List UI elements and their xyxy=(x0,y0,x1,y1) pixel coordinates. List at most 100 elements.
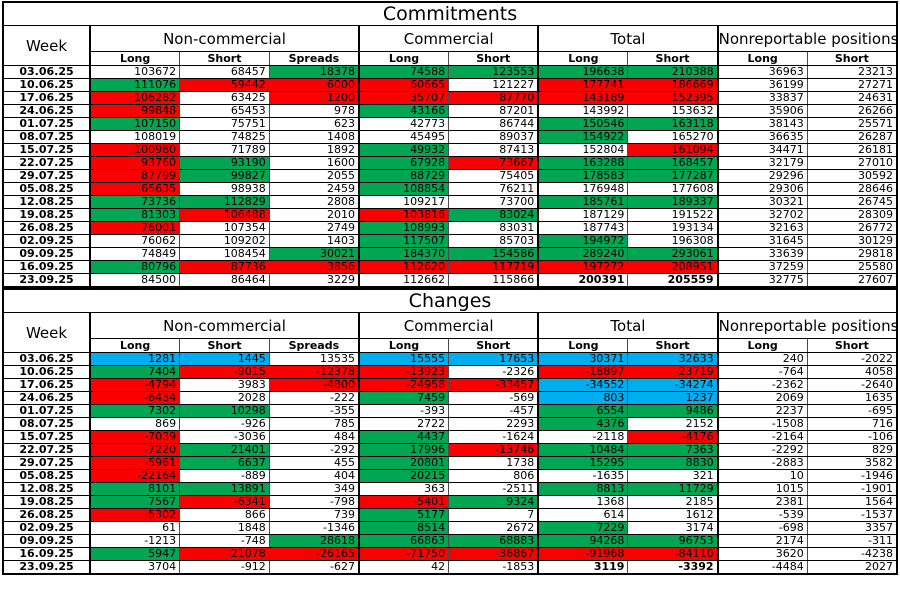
value-cell: 106282 xyxy=(89,91,181,105)
value-cell: 75751 xyxy=(179,117,270,131)
value-cell: 785 xyxy=(268,417,360,431)
value-cell: 10298 xyxy=(179,404,270,418)
week-column-header: Week xyxy=(2,25,91,66)
value-cell: -6341 xyxy=(179,495,270,509)
week-cell: 17.06.25 xyxy=(2,91,91,105)
value-cell: 152804 xyxy=(537,143,629,157)
value-cell: 86464 xyxy=(179,273,270,288)
value-cell: -1346 xyxy=(268,521,360,535)
value-cell: -2118 xyxy=(537,430,629,444)
col-header-nc-long: Long xyxy=(89,51,181,66)
value-cell: -18897 xyxy=(537,365,629,379)
value-cell: 99848 xyxy=(89,104,181,118)
value-cell: 26287 xyxy=(806,130,898,144)
value-cell: 208951 xyxy=(627,260,719,274)
value-cell: -9015 xyxy=(179,365,270,379)
commitments-table: Commitments Week Non-commercial Commerci… xyxy=(2,1,899,288)
value-cell: 108854 xyxy=(357,182,450,196)
value-cell: 80796 xyxy=(89,260,181,274)
value-cell: 5947 xyxy=(89,547,181,561)
week-cell: 09.09.25 xyxy=(2,534,91,548)
table-row: 03.06.25 1281 1445 13535 15555 17653 30371 3263… xyxy=(2,352,898,366)
value-cell: 29306 xyxy=(716,182,808,196)
value-cell: 150546 xyxy=(537,117,629,131)
value-cell: 25571 xyxy=(806,117,898,131)
value-cell: 65635 xyxy=(89,182,181,196)
value-cell: 45495 xyxy=(357,130,450,144)
week-cell: 02.09.25 xyxy=(2,234,91,248)
value-cell: 7 xyxy=(448,508,539,522)
col-header-c-short: Short xyxy=(448,338,540,353)
value-cell: 1738 xyxy=(448,456,539,470)
value-cell: 9324 xyxy=(448,495,539,509)
value-cell: 4058 xyxy=(806,365,898,379)
value-cell: -393 xyxy=(357,404,450,418)
value-cell: -3392 xyxy=(627,560,719,575)
week-cell: 01.07.25 xyxy=(2,117,91,131)
value-cell: 117719 xyxy=(448,260,539,274)
value-cell: 107150 xyxy=(89,117,181,131)
value-cell: 869 xyxy=(89,417,181,431)
value-cell: -21078 xyxy=(179,547,270,561)
week-cell: 03.06.25 xyxy=(2,65,91,79)
value-cell: 1403 xyxy=(268,234,360,248)
table-row: 10.06.25 7404 -9015 -12378 -13923 -2326 -18897… xyxy=(2,365,898,379)
table-row: 19.08.25 81303 106488 2010 103816 83024 187129… xyxy=(2,208,898,222)
value-cell: 109202 xyxy=(179,234,270,248)
week-cell: 24.06.25 xyxy=(2,391,91,405)
value-cell: 81303 xyxy=(89,208,181,222)
value-cell: -926 xyxy=(179,417,270,431)
value-cell: -222 xyxy=(268,391,360,405)
value-cell: -695 xyxy=(806,404,898,418)
table-row: 05.08.25 -22164 -889 404 20215 806 -1635 321 10-… xyxy=(2,469,898,483)
value-cell: 6000 xyxy=(268,78,360,92)
value-cell: -2164 xyxy=(716,430,808,444)
week-cell: 26.08.25 xyxy=(2,221,91,235)
table-row: 09.09.25 -1213 -748 28618 66863 68883 94268 967… xyxy=(2,534,898,548)
value-cell: 2010 xyxy=(268,208,360,222)
value-cell: 10484 xyxy=(537,443,629,457)
value-cell: 9486 xyxy=(627,404,719,418)
value-cell: 177608 xyxy=(627,182,719,196)
week-cell: 15.07.25 xyxy=(2,143,91,157)
value-cell: -2511 xyxy=(448,482,539,496)
value-cell: 2185 xyxy=(627,495,719,509)
value-cell: 35906 xyxy=(716,104,808,118)
changes-subheader-row: Long Short Spreads Long Short Long Short… xyxy=(3,338,898,353)
value-cell: -4484 xyxy=(716,560,808,575)
week-cell: 22.07.25 xyxy=(2,443,91,457)
value-cell: 163118 xyxy=(627,117,719,131)
value-cell: 623 xyxy=(268,117,360,131)
value-cell: 1200 xyxy=(268,91,360,105)
table-row: 23.09.25 84500 86464 3229 112662 115866 200391… xyxy=(2,273,898,288)
col-header-t-long: Long xyxy=(537,338,629,353)
week-cell: 22.07.25 xyxy=(2,156,91,170)
col-header-nc-short: Short xyxy=(179,51,270,66)
value-cell: 98938 xyxy=(179,182,270,196)
value-cell: 4376 xyxy=(537,417,629,431)
value-cell: -34552 xyxy=(537,378,629,392)
value-cell: 29818 xyxy=(806,247,898,261)
value-cell: 23213 xyxy=(806,65,898,79)
value-cell: 7229 xyxy=(537,521,629,535)
table-row: 26.08.25 76001 107354 2749 108993 83031 187743… xyxy=(2,221,898,235)
commitments-group-header-row: Week Non-commercial Commercial Total Non… xyxy=(2,25,899,66)
value-cell: 103672 xyxy=(89,65,181,79)
value-cell: -2022 xyxy=(806,352,898,366)
col-header-nc-spreads: Spreads xyxy=(268,338,360,353)
value-cell: 33639 xyxy=(716,247,808,261)
value-cell: 42 xyxy=(357,560,450,575)
value-cell: 197272 xyxy=(537,260,629,274)
value-cell: -698 xyxy=(716,521,808,535)
value-cell: 30592 xyxy=(806,169,898,183)
week-cell: 10.06.25 xyxy=(2,78,91,92)
value-cell: 8514 xyxy=(357,521,450,535)
col-header-c-long: Long xyxy=(357,51,450,66)
table-row: 23.09.25 3704 -912 -627 42 -1853 3119 -3392 -448… xyxy=(2,560,898,575)
value-cell: 59442 xyxy=(179,78,270,92)
value-cell: -4238 xyxy=(806,547,898,561)
table-row: 08.07.25 869 -926 785 2722 2293 4376 2152 -1508 7… xyxy=(2,417,898,431)
value-cell: 18378 xyxy=(268,65,360,79)
value-cell: 87736 xyxy=(179,260,270,274)
